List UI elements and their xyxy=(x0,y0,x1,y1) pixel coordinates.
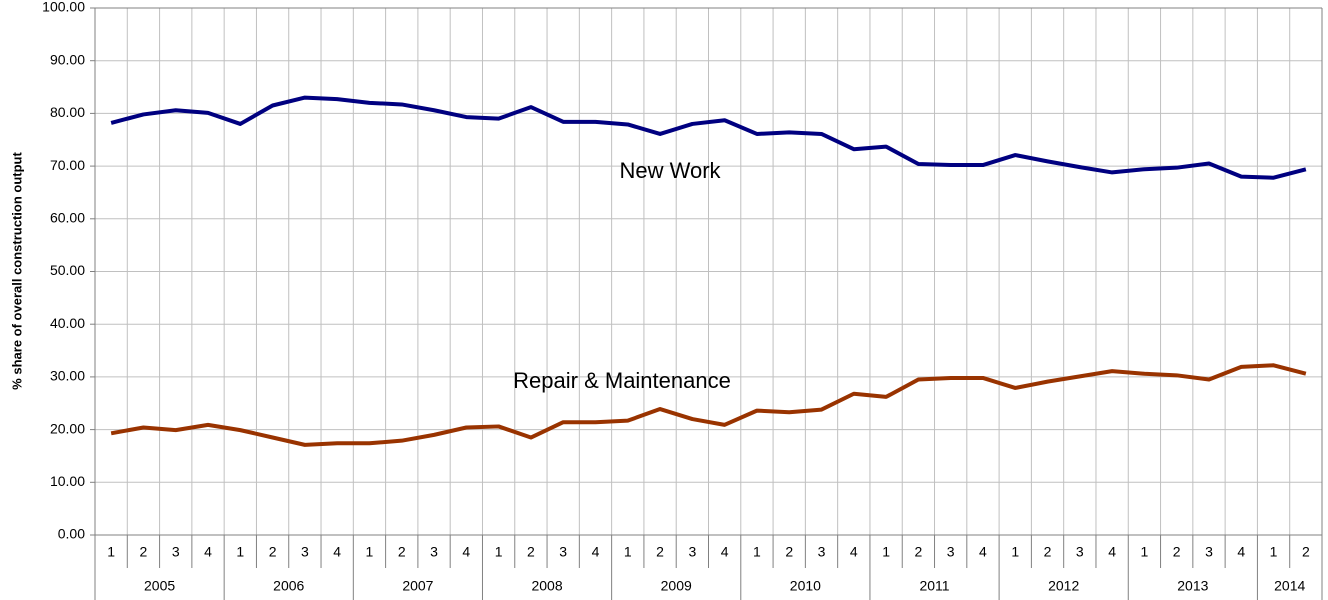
y-tick-label: 90.00 xyxy=(50,51,85,67)
x-tick-label: 3 xyxy=(430,544,438,560)
x-tick-label: 2 xyxy=(1302,544,1310,560)
y-axis-label: % share of overall construction output xyxy=(9,152,24,390)
y-tick-label: 60.00 xyxy=(50,210,85,226)
x-tick-label: 4 xyxy=(721,544,729,560)
x-tick-label: 4 xyxy=(1237,544,1245,560)
x-tick-label: 2 xyxy=(140,544,148,560)
x-tick-label: 4 xyxy=(979,544,987,560)
x-tick-label: 1 xyxy=(882,544,890,560)
x-tick-label: 3 xyxy=(1205,544,1213,560)
x-group-label: 2005 xyxy=(144,578,175,594)
x-group-label: 2008 xyxy=(531,578,562,594)
y-tick-label: 50.00 xyxy=(50,262,85,278)
x-tick-label: 1 xyxy=(753,544,761,560)
x-tick-label: 1 xyxy=(107,544,115,560)
x-tick-label: 1 xyxy=(624,544,632,560)
x-group-label: 2010 xyxy=(790,578,821,594)
x-tick-label: 1 xyxy=(1141,544,1149,560)
x-tick-label: 3 xyxy=(818,544,826,560)
x-tick-label: 4 xyxy=(1108,544,1116,560)
x-tick-label: 2 xyxy=(398,544,406,560)
x-tick-label: 3 xyxy=(559,544,567,560)
series-line xyxy=(110,363,1307,447)
x-tick-label: 3 xyxy=(947,544,955,560)
x-tick-label: 2 xyxy=(785,544,793,560)
y-tick-label: 20.00 xyxy=(50,420,85,436)
y-tick-label: 0.00 xyxy=(58,526,85,542)
x-group-label: 2006 xyxy=(273,578,304,594)
x-tick-label: 3 xyxy=(172,544,180,560)
x-tick-label: 3 xyxy=(1076,544,1084,560)
y-tick-label: 100.00 xyxy=(42,0,85,15)
y-tick-label: 70.00 xyxy=(50,157,85,173)
x-group-label: 2011 xyxy=(919,578,949,594)
y-tick-label: 10.00 xyxy=(50,473,85,489)
x-tick-label: 4 xyxy=(592,544,600,560)
series-label: Repair & Maintenance xyxy=(513,368,731,393)
y-tick-label: 80.00 xyxy=(50,104,85,120)
x-tick-label: 1 xyxy=(1270,544,1278,560)
y-tick-label: 40.00 xyxy=(50,315,85,331)
x-tick-label: 4 xyxy=(333,544,341,560)
x-tick-label: 4 xyxy=(204,544,212,560)
x-group-label: 2012 xyxy=(1048,578,1079,594)
x-tick-label: 1 xyxy=(1011,544,1019,560)
x-group-label: 2009 xyxy=(661,578,692,594)
x-tick-label: 1 xyxy=(366,544,374,560)
x-tick-label: 2 xyxy=(656,544,664,560)
x-tick-label: 1 xyxy=(236,544,244,560)
y-tick-label: 30.00 xyxy=(50,368,85,384)
x-tick-label: 3 xyxy=(301,544,309,560)
x-tick-label: 4 xyxy=(850,544,858,560)
x-tick-label: 2 xyxy=(1044,544,1052,560)
x-group-label: 2014 xyxy=(1274,578,1305,594)
x-tick-label: 2 xyxy=(269,544,277,560)
x-tick-label: 4 xyxy=(462,544,470,560)
x-tick-label: 3 xyxy=(688,544,696,560)
x-group-label: 2013 xyxy=(1177,578,1208,594)
x-tick-label: 2 xyxy=(527,544,535,560)
x-group-label: 2007 xyxy=(402,578,433,594)
series-line xyxy=(110,95,1307,180)
x-tick-label: 1 xyxy=(495,544,503,560)
x-tick-label: 2 xyxy=(1173,544,1181,560)
x-tick-label: 2 xyxy=(914,544,922,560)
series-label: New Work xyxy=(619,158,721,183)
